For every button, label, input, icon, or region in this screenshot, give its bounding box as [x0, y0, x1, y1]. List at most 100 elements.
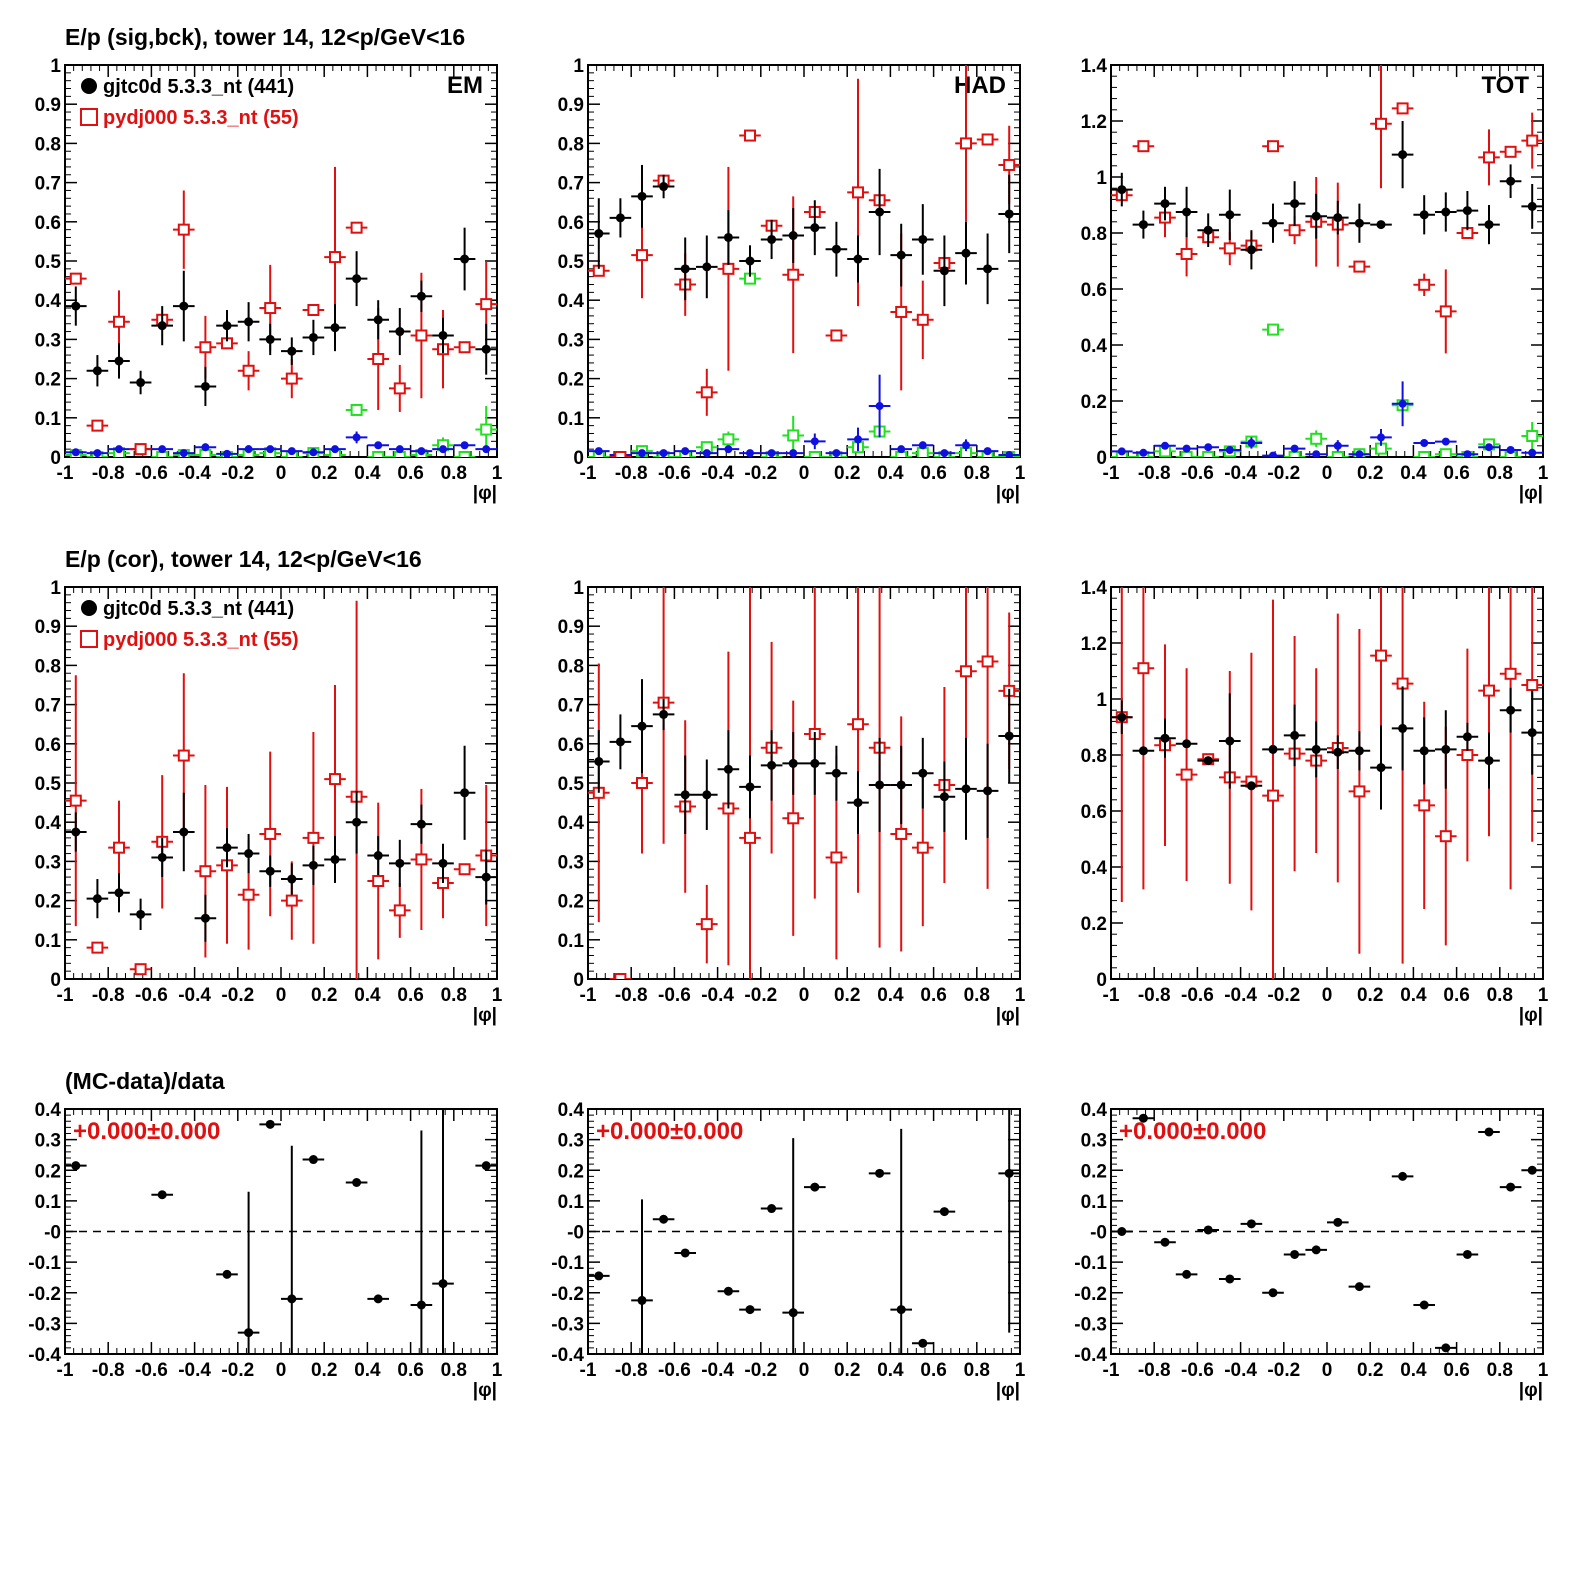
point-marker-ratio [637, 1295, 647, 1305]
x-tick-label: -0.8 [1138, 985, 1171, 1006]
point-marker-data [92, 366, 102, 376]
point-marker-data [1004, 209, 1014, 219]
point-marker-bck_data [789, 449, 798, 457]
point-marker-mc [372, 353, 385, 365]
point-marker-bck_data [395, 445, 404, 454]
point-marker-data [1398, 150, 1408, 160]
point-marker-mc [787, 268, 800, 281]
x-tick-label: -0.8 [1138, 463, 1171, 484]
point-marker-data [71, 301, 81, 311]
point-marker-data [1527, 201, 1537, 211]
point-marker-data [875, 207, 885, 217]
point-marker-bck_data [1528, 448, 1537, 457]
point-marker-bck_data [832, 449, 841, 457]
x-tick-label: 0.4 [1400, 1360, 1427, 1381]
point-marker-ratio [481, 1161, 491, 1171]
y-tick-label: 0.4 [1081, 858, 1108, 879]
point-marker-mc [113, 315, 125, 328]
point-marker-bck_data [1290, 444, 1299, 453]
x-tick-label: -1 [1103, 985, 1120, 1006]
point-marker-bck_data [767, 449, 776, 457]
x-tick-label: -0.4 [1224, 1360, 1257, 1381]
x-tick-label: 0.4 [1400, 985, 1427, 1006]
point-marker-bck_data [1247, 439, 1256, 447]
point-marker-data [961, 784, 971, 794]
point-marker-ratio [352, 1178, 362, 1187]
x-tick-label: -1 [57, 463, 74, 484]
point-marker-bck_data [983, 447, 992, 456]
point-marker-mc [916, 841, 929, 854]
point-marker-bck_data [1161, 441, 1169, 450]
panel-1-2: -1 -0.8 -0.6 -0.4 -0.2 0 0.2 0.4 0.6 0.8 1 0 0.2 0.4 0… [1081, 578, 1549, 1026]
x-tick-label: 0.8 [1487, 985, 1513, 1006]
x-axis-label: |φ| [473, 1005, 497, 1026]
point-marker-data [745, 256, 755, 266]
y-tick-label: 0.8 [558, 134, 584, 155]
point-marker-mc [393, 904, 406, 917]
x-tick-label: 0.6 [920, 463, 946, 484]
x-tick-label: -0.4 [701, 985, 734, 1006]
y-tick-label: -0.2 [551, 1284, 584, 1305]
point-marker-mc [1180, 768, 1193, 781]
point-marker-mc [134, 443, 147, 456]
point-marker-bck_data [439, 445, 447, 454]
point-marker-data [438, 330, 448, 340]
point-marker-data [637, 191, 647, 201]
x-tick-label: -0.2 [1267, 1360, 1300, 1381]
y-tick-label: 0 [50, 448, 61, 469]
y-tick-label: -0.3 [551, 1314, 584, 1335]
point-marker-data [1138, 746, 1148, 756]
point-marker-bck_mc [1439, 448, 1452, 457]
point-marker-bck_data [702, 449, 711, 457]
legend: gjtc0d 5.3.3_nt (441) pydj000 5.3.3_nt (5… [80, 598, 299, 651]
y-tick-label: 1 [50, 578, 61, 599]
point-marker-bck_mc [916, 447, 929, 457]
x-tick-label: 0.6 [397, 985, 423, 1006]
point-marker-data [594, 229, 604, 239]
panel-2-2: -1 -0.8 -0.6 -0.4 -0.2 0 0.2 0.4 0.6 0.8 1 -0.4 -0.3… [1074, 1100, 1548, 1401]
point-marker-bck_data [1204, 443, 1213, 452]
row-title-ratio: (MC-data)/data [65, 1068, 225, 1094]
point-marker-ratio [1138, 1113, 1148, 1123]
point-marker-data [373, 315, 383, 325]
point-marker-ratio [1203, 1225, 1213, 1235]
point-marker-ratio [1246, 1219, 1256, 1229]
point-marker-mc [722, 262, 735, 275]
y-tick-label: 0.8 [558, 656, 584, 677]
legend: gjtc0d 5.3.3_nt (441) pydj000 5.3.3_nt (5… [80, 76, 299, 129]
point-marker-ratio [71, 1161, 81, 1171]
point-marker-mc [242, 888, 255, 901]
x-tick-label: 0.8 [441, 1360, 467, 1381]
x-tick-label: -0.8 [92, 1360, 125, 1381]
y-tick-label: -0 [1090, 1223, 1107, 1244]
point-marker-data [1311, 211, 1321, 221]
point-marker-data [373, 851, 383, 861]
y-tick-label: 1.4 [1081, 578, 1108, 599]
point-marker-data [853, 798, 863, 808]
point-marker-mc [895, 827, 908, 840]
point-marker-data [1376, 763, 1386, 773]
point-marker-data [1527, 728, 1537, 738]
point-marker-data [136, 909, 146, 919]
x-tick-label: 1 [1538, 463, 1549, 484]
x-tick-label: -0.6 [135, 1360, 168, 1381]
point-marker-data [767, 760, 777, 770]
point-marker-mc [1375, 649, 1387, 662]
panel-grid: -1 -0.8 -0.6 -0.4 -0.2 0 0.2 0.4 0.6 0.8 1 0 0.1 0.2 0… [28, 56, 1549, 1401]
point-marker-ratio [373, 1294, 383, 1304]
point-marker-ratio [1004, 1168, 1014, 1178]
point-marker-data [265, 334, 275, 344]
ratio-summary: +0.000±0.000 [596, 1118, 743, 1145]
point-marker-bck_mc [480, 423, 493, 436]
y-tick-label: 0.7 [558, 696, 584, 717]
point-marker-ratio [438, 1279, 448, 1289]
point-marker-mc [981, 133, 994, 146]
point-marker-data [983, 786, 993, 796]
point-marker-bck_data [1485, 443, 1493, 452]
point-marker-bck_data [1441, 437, 1450, 446]
y-tick-label: 0.4 [558, 813, 585, 834]
y-tick-label: -0.1 [551, 1253, 584, 1274]
y-tick-label: 0.1 [558, 1192, 585, 1213]
y-tick-label: -0.2 [28, 1284, 61, 1305]
